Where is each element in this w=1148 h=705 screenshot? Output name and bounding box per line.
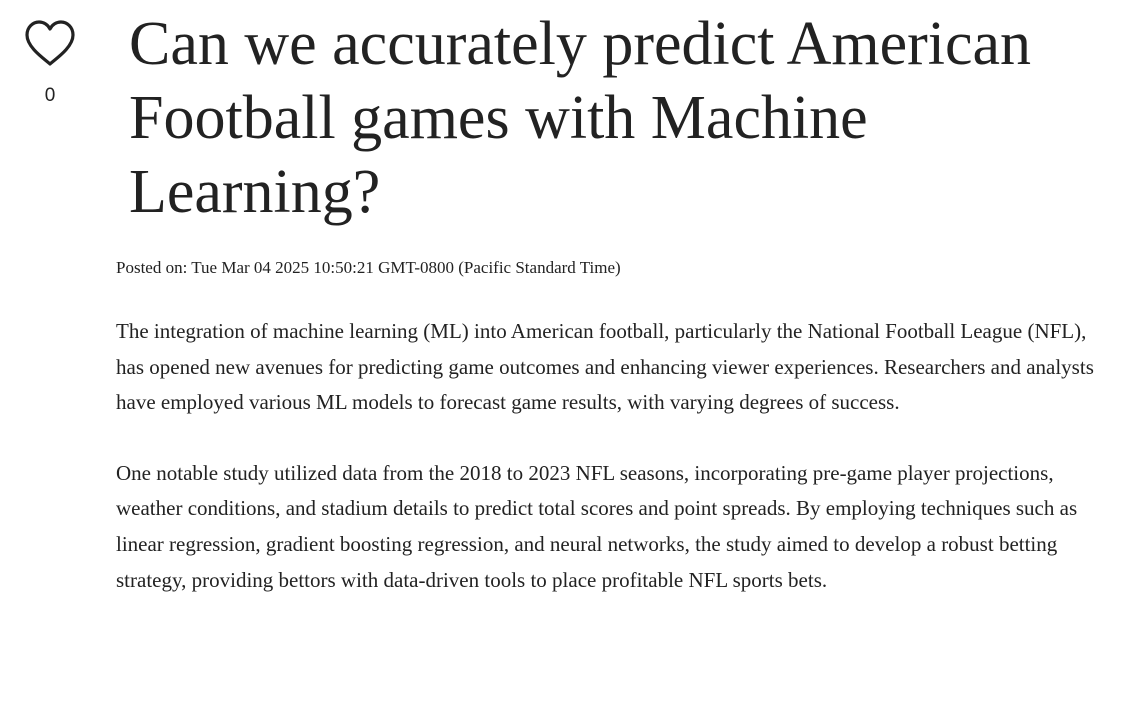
- article-title: Can we accurately predict American Footb…: [129, 10, 1031, 226]
- heart-outline-icon: [25, 20, 75, 66]
- article-paragraph: The integration of machine learning (ML)…: [116, 319, 1094, 415]
- like-widget: 0: [22, 20, 78, 105]
- article: Can we accurately predict American Footb…: [116, 0, 1116, 598]
- like-button[interactable]: [24, 20, 76, 68]
- like-count: 0: [44, 85, 56, 106]
- posted-date: Posted on: Tue Mar 04 2025 10:50:21 GMT-…: [116, 258, 621, 277]
- article-paragraph: One notable study utilized data from the…: [116, 460, 1078, 592]
